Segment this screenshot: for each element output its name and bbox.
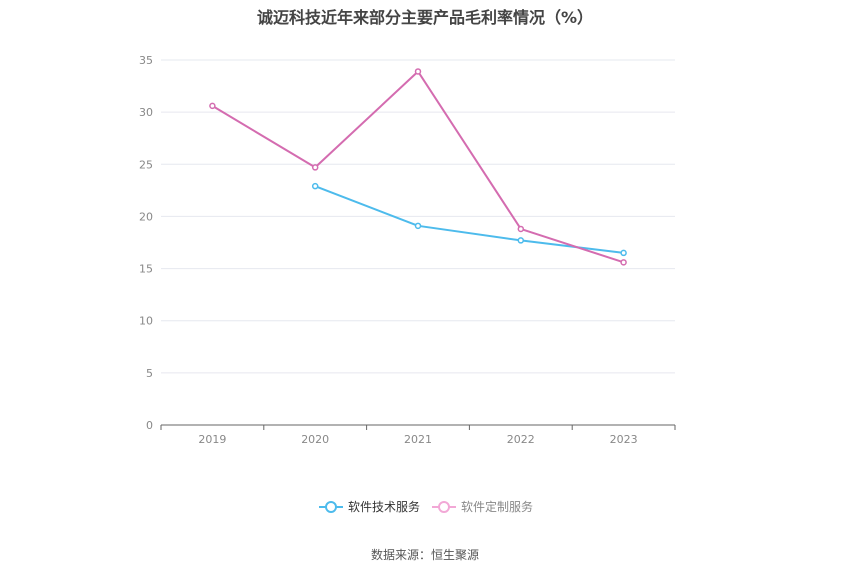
data-point (311, 164, 319, 171)
data-point (620, 259, 627, 266)
x-tick-label: 2021 (404, 433, 432, 446)
data-point (517, 237, 525, 244)
x-tick-label: 2019 (198, 433, 226, 446)
data-point (517, 225, 525, 233)
legend-marker-1 (325, 501, 337, 513)
legend-label-1: 软件技术服务 (348, 499, 420, 514)
y-tick-label: 30 (139, 106, 153, 119)
series-line-2 (211, 70, 624, 264)
x-tick-label: 2020 (301, 433, 329, 446)
y-tick-label: 35 (139, 54, 153, 67)
y-tick-label: 5 (146, 367, 153, 380)
legend-label-2: 软件定制服务 (461, 499, 533, 514)
x-tick-label: 2023 (610, 433, 638, 446)
chart-title: 诚迈科技近年来部分主要产品毛利率情况（%） (256, 8, 594, 27)
y-tick-label: 15 (139, 263, 153, 276)
data-point (414, 222, 422, 230)
data-source: 数据来源：恒生聚源 (370, 548, 479, 562)
series-line-1 (314, 185, 624, 254)
data-point (311, 182, 319, 190)
y-tick-label: 20 (139, 210, 153, 223)
data-point (620, 249, 627, 257)
y-tick-label: 10 (139, 315, 153, 328)
data-point (209, 102, 216, 110)
y-tick-label: 25 (139, 158, 153, 171)
legend-marker-2 (438, 501, 450, 513)
y-tick-label: 0 (146, 419, 153, 432)
data-point (414, 68, 422, 75)
x-tick-label: 2022 (507, 433, 535, 446)
